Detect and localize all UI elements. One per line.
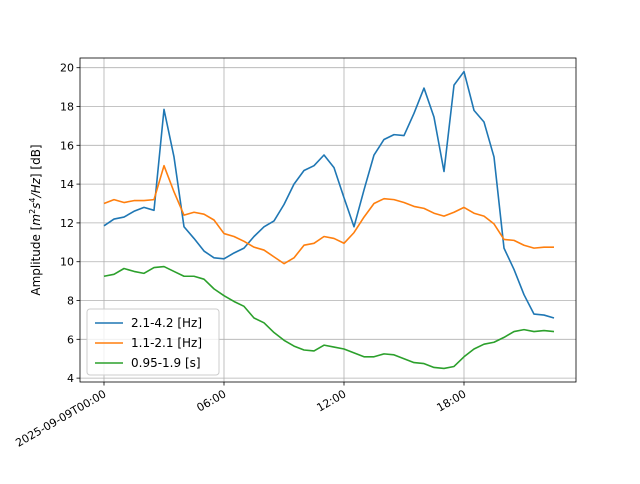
series-lines <box>103 70 555 370</box>
plot-frame <box>79 57 577 383</box>
y-tick-label: 8 <box>67 295 74 308</box>
y-tick-label: 4 <box>67 372 74 385</box>
legend: 2.1-4.2 [Hz] 1.1-2.1 [Hz] 0.95-1.9 [s] <box>86 308 220 376</box>
y-tick-label: 20 <box>60 62 74 75</box>
series-line-2 <box>103 164 554 265</box>
y-axis-label: Amplitude [m2s4/Hz] [dB] <box>28 144 43 295</box>
y-label-tail: /Hz <box>29 177 43 198</box>
legend-label: 2.1-4.2 [Hz] <box>131 316 202 330</box>
y-tick-label: 18 <box>60 101 74 114</box>
y-tick-label: 14 <box>60 178 74 191</box>
y-tick-label: 10 <box>60 256 74 269</box>
y-label-exp1: 2 <box>28 209 37 214</box>
y-tick-label: 16 <box>60 139 74 152</box>
y-label-prefix: Amplitude [ <box>29 226 43 296</box>
legend-box <box>86 308 220 376</box>
series-line-3 <box>103 265 555 370</box>
legend-label: 0.95-1.9 [s] <box>131 356 201 370</box>
y-tick-label: 6 <box>67 333 74 346</box>
y-label-suffix: ] [dB] <box>29 144 43 178</box>
y-label-exp2: 4 <box>28 197 37 202</box>
legend-label: 1.1-2.1 [Hz] <box>131 336 202 350</box>
series-line-1 <box>103 70 555 319</box>
y-axis: 4 6 8 10 12 14 16 18 20 <box>60 62 80 385</box>
y-tick-label: 12 <box>60 217 74 230</box>
y-label-base2: s <box>29 203 43 209</box>
y-label-base1: m <box>29 214 43 226</box>
